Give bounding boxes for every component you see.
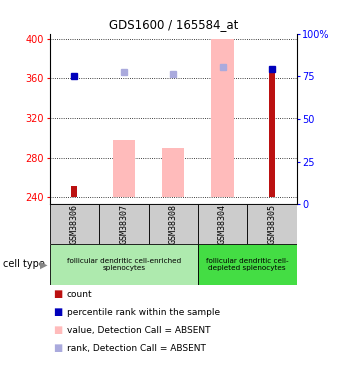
Text: percentile rank within the sample: percentile rank within the sample: [67, 308, 220, 317]
Bar: [162, 148, 184, 197]
Text: follicular dendritic cell-enriched
splenocytes: follicular dendritic cell-enriched splen…: [67, 258, 181, 271]
Text: GSM38308: GSM38308: [169, 204, 178, 244]
Text: ▶: ▶: [40, 260, 48, 269]
Bar: [198, 204, 247, 244]
Text: GSM38306: GSM38306: [70, 204, 79, 244]
Text: rank, Detection Call = ABSENT: rank, Detection Call = ABSENT: [67, 344, 206, 353]
Bar: [50, 244, 198, 285]
Text: follicular dendritic cell-
depleted splenocytes: follicular dendritic cell- depleted sple…: [206, 258, 288, 271]
Text: ■: ■: [53, 344, 62, 353]
Text: GSM38307: GSM38307: [119, 204, 128, 244]
Bar: [198, 244, 297, 285]
Bar: [99, 204, 149, 244]
Text: cell type: cell type: [3, 260, 45, 269]
Bar: [212, 39, 234, 197]
Text: count: count: [67, 290, 93, 299]
Text: ■: ■: [53, 290, 62, 299]
Bar: [269, 69, 275, 197]
Text: value, Detection Call = ABSENT: value, Detection Call = ABSENT: [67, 326, 210, 335]
Bar: [71, 186, 78, 197]
Bar: [113, 140, 135, 197]
Title: GDS1600 / 165584_at: GDS1600 / 165584_at: [108, 18, 238, 31]
Text: ■: ■: [53, 308, 62, 317]
Text: ■: ■: [53, 326, 62, 335]
Bar: [247, 204, 297, 244]
Text: GSM38304: GSM38304: [218, 204, 227, 244]
Bar: [50, 204, 99, 244]
Text: GSM38305: GSM38305: [268, 204, 276, 244]
Bar: [149, 204, 198, 244]
